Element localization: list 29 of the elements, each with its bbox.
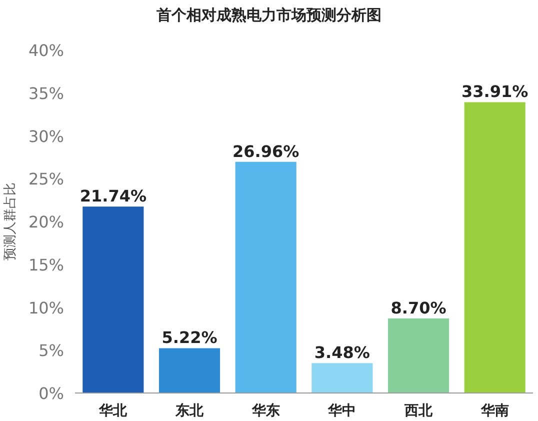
data-label: 26.96% (232, 142, 300, 161)
y-tick-label: 20% (28, 212, 64, 232)
data-label: 8.70% (390, 298, 446, 318)
bar (388, 318, 450, 393)
chart-title: 首个相对成熟电力市场预测分析图 (156, 6, 382, 24)
y-tick-label: 40% (28, 41, 64, 60)
data-label: 5.22% (162, 328, 218, 348)
bar (158, 348, 220, 393)
data-label: 33.91% (462, 82, 528, 102)
x-tick-label: 东北 (174, 402, 204, 419)
x-tick-label: 华中 (327, 403, 356, 419)
y-tick-label: 10% (28, 298, 64, 318)
y-tick-label: 0% (38, 384, 64, 403)
x-tick-label: 西北 (404, 403, 434, 419)
bar (235, 162, 296, 393)
x-tick-label: 华南 (480, 403, 509, 419)
y-tick-label: 5% (38, 341, 64, 360)
data-label: 21.74% (80, 186, 146, 206)
y-tick-label: 30% (28, 126, 64, 146)
y-axis-title: 预测人群占比 (3, 182, 18, 260)
y-tick-label: 15% (28, 255, 64, 274)
x-tick-label: 华北 (98, 403, 128, 419)
bar (82, 206, 144, 393)
x-tick-label: 华东 (250, 402, 280, 419)
data-label: 3.48% (314, 343, 370, 362)
bar (464, 102, 526, 393)
y-tick-label: 25% (28, 170, 64, 189)
bar (312, 363, 373, 393)
y-tick-label: 35% (28, 84, 64, 103)
